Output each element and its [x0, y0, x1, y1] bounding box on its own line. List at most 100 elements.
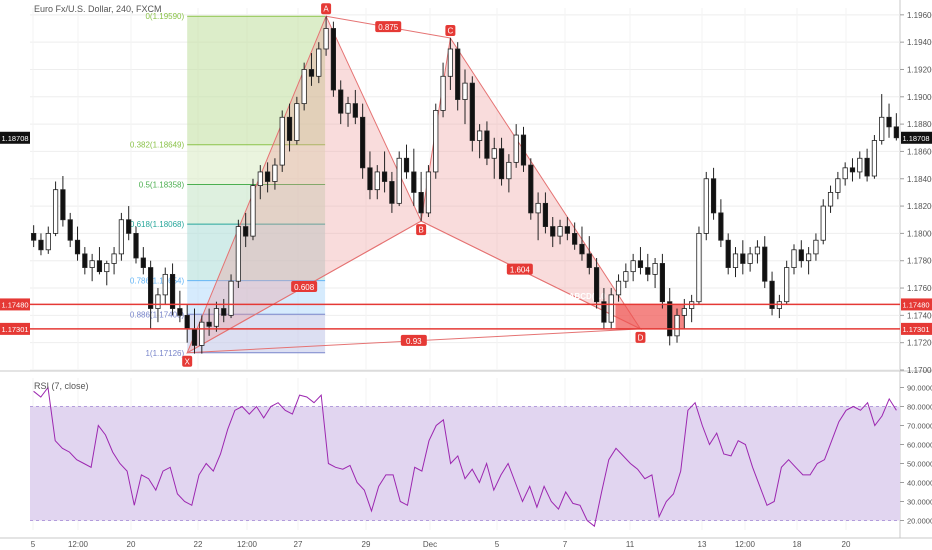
candle-body: [381, 171, 388, 182]
candle-body: [498, 148, 505, 180]
price-tick-label: 1.18600: [907, 147, 932, 156]
candle-body: [228, 280, 234, 316]
candle-body: [162, 273, 168, 296]
candle-body: [272, 164, 278, 182]
last-price-label-right: 1.18708: [902, 134, 929, 143]
pattern-ratio-label: 0.875: [378, 23, 399, 32]
price-tick-label: 1.18200: [907, 202, 932, 211]
candle-body: [491, 148, 497, 159]
last-price-tag-right: [901, 131, 932, 144]
candle-body: [67, 219, 73, 241]
candle-body: [798, 249, 804, 262]
candle-body: [601, 301, 607, 323]
candle-body: [813, 239, 819, 255]
candle-body: [118, 219, 124, 255]
candle-body: [506, 161, 512, 180]
candle-body: [279, 116, 285, 166]
candle-body: [572, 232, 578, 245]
candle-body: [645, 267, 651, 275]
candle-body: [265, 171, 271, 182]
candle-body: [513, 134, 519, 163]
price-tick-label: 1.17800: [907, 257, 932, 266]
candle-body: [806, 253, 812, 262]
last-price-tag-left: [0, 131, 30, 144]
price-tick-label: 1.17600: [907, 284, 932, 293]
candle-body: [557, 226, 563, 237]
pattern-point-marker: [635, 331, 646, 343]
grid-layer: [30, 8, 900, 530]
candle-body: [879, 116, 885, 141]
time-tick-label: 20: [842, 540, 851, 549]
candle-body: [308, 69, 315, 77]
candle-body: [243, 226, 249, 237]
candle-body: [330, 28, 337, 91]
axes-layer: 1.19600 1.19400 1.19200 1.19000 1.18800 1.186…: [31, 11, 932, 549]
candle-body: [667, 301, 673, 337]
time-tick-label: 18: [793, 540, 802, 549]
candles-layer: [31, 16, 899, 354]
candle-body: [754, 246, 761, 255]
candle-body: [389, 181, 395, 204]
candle-body: [477, 130, 483, 141]
candle-body: [403, 157, 410, 173]
candle-body: [155, 294, 161, 309]
candle-body: [827, 192, 834, 207]
candle-body: [425, 171, 432, 214]
candle-body: [791, 249, 797, 268]
price-level-tag-right: [901, 298, 932, 311]
rsi-title: RSI (7, close): [34, 381, 89, 391]
candle-body: [301, 69, 307, 105]
candle-body: [835, 178, 841, 193]
candle-body: [316, 48, 322, 77]
time-tick-label: 12:00: [735, 540, 756, 549]
time-tick-label: 29: [362, 540, 371, 549]
pattern-point-label: X: [185, 357, 191, 366]
pattern-point-marker: [445, 25, 456, 37]
candle-body: [104, 263, 110, 273]
candle-body: [235, 226, 241, 282]
fib-level-label: 0(1.19590): [145, 12, 184, 21]
candle-body: [96, 260, 103, 273]
fib-zone: [187, 224, 326, 281]
candle-body: [286, 116, 293, 141]
candle-body: [374, 171, 380, 191]
candle-body: [586, 253, 592, 268]
candle-body: [696, 232, 702, 303]
last-price-label-left: 1.18708: [1, 134, 28, 143]
price-level-tag-right: [901, 322, 932, 335]
candle-body: [345, 103, 351, 114]
candle-body: [52, 189, 59, 234]
price-level-label-left: 1.17480: [1, 300, 28, 309]
fib-zone: [187, 184, 326, 225]
time-tick-label: 7: [563, 540, 568, 549]
candle-body: [593, 267, 600, 303]
rsi-tick-label: 60.0000: [907, 441, 932, 450]
candle-body: [820, 205, 826, 241]
price-tick-label: 1.18400: [907, 175, 932, 184]
candle-body: [674, 314, 680, 337]
pattern-ratio-box: [400, 334, 427, 346]
candle-body: [418, 192, 424, 214]
candle-body: [579, 243, 585, 255]
fib-level-label: 0.786(1.17654): [130, 277, 185, 286]
candle-body: [250, 185, 256, 237]
time-tick-label: 13: [698, 540, 707, 549]
candle-body: [857, 157, 863, 173]
candle-body: [133, 232, 139, 259]
candle-body: [659, 263, 665, 303]
candle-body: [89, 260, 95, 268]
candle-body: [871, 140, 878, 177]
fib-level-label: 1(1.17126): [145, 349, 184, 358]
candle-body: [213, 308, 220, 327]
candle-body: [367, 167, 373, 191]
candle-body: [462, 82, 468, 100]
candle-body: [784, 267, 790, 303]
price-tick-label: 1.18800: [907, 120, 932, 129]
candle-body: [60, 189, 66, 221]
price-tick-label: 1.19200: [907, 65, 932, 74]
candle-body: [257, 171, 263, 186]
time-tick-label: 11: [626, 540, 635, 549]
price-pane-background: [30, 8, 900, 370]
